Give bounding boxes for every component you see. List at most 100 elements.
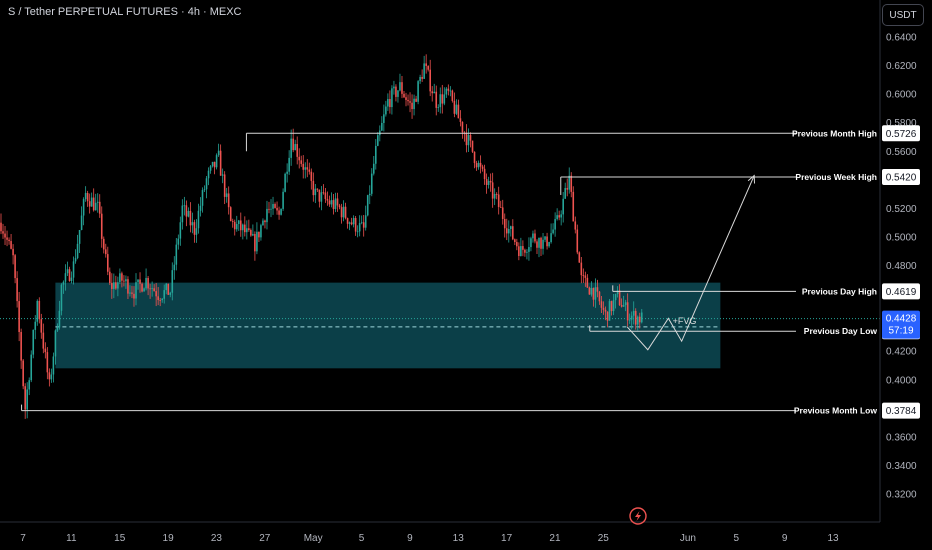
- price-tick-label: 0.3600: [886, 432, 917, 443]
- candle-body: [183, 205, 186, 207]
- candle-body: [284, 173, 286, 192]
- candle-body: [157, 296, 159, 301]
- candle-body: [576, 229, 579, 253]
- candle-body: [320, 192, 323, 202]
- candle-body: [215, 155, 218, 168]
- time-tick-label: 13: [827, 533, 839, 544]
- candle-body: [72, 261, 75, 278]
- candle-body: [193, 222, 196, 235]
- candle-body: [574, 221, 577, 230]
- countdown-timer: 57:19: [888, 326, 913, 337]
- candle-body: [385, 106, 387, 115]
- candle-body: [227, 193, 230, 208]
- candle-body: [626, 302, 629, 321]
- candle-body: [431, 91, 434, 94]
- candle-body: [455, 104, 458, 114]
- candle-body: [280, 208, 282, 215]
- candle-body: [352, 218, 355, 225]
- candle-body: [48, 372, 51, 380]
- candle-body: [604, 309, 607, 312]
- time-axis[interactable]: 7 11 15 19 23 27 May 5 9 13 17 21 25 Jun 5 9 13: [20, 533, 839, 544]
- candle-body: [564, 188, 566, 199]
- candle-body: [298, 156, 301, 161]
- candle-body: [44, 348, 47, 353]
- price-tick-label: 0.6000: [886, 90, 917, 101]
- candle-body: [135, 282, 137, 299]
- candle-body: [530, 238, 532, 248]
- candle-body: [201, 190, 204, 206]
- candle-body: [612, 300, 615, 312]
- candle-body: [88, 201, 91, 207]
- candle-body: [512, 226, 514, 240]
- price-tick-label: 0.3200: [886, 490, 917, 501]
- candle-body: [528, 247, 530, 252]
- candle-body: [338, 205, 341, 208]
- level-badge-value: 0.4619: [886, 287, 917, 298]
- candle-body: [312, 180, 315, 196]
- currency-button[interactable]: USDT: [882, 4, 924, 26]
- candle-body: [638, 316, 641, 323]
- candle-body: [596, 287, 599, 292]
- candle-body: [425, 63, 427, 66]
- candle-body: [254, 234, 256, 252]
- current-price-badge: [882, 310, 920, 339]
- candle-body: [199, 205, 202, 211]
- candle-body: [246, 228, 248, 233]
- time-tick-label: 5: [359, 533, 365, 544]
- candle-body: [250, 229, 252, 236]
- candle-body: [540, 237, 542, 249]
- candle-body: [203, 189, 206, 191]
- candle-body: [143, 288, 145, 292]
- candle-body: [514, 239, 516, 243]
- candle-body: [12, 248, 14, 256]
- candle-body: [92, 197, 95, 211]
- candle-body: [348, 222, 351, 224]
- candle-body: [179, 222, 182, 239]
- lightning-icon[interactable]: [629, 507, 647, 525]
- candle-body: [417, 81, 419, 102]
- candle-body: [449, 90, 452, 92]
- fvg-label: +FVG: [673, 316, 697, 326]
- candle-body: [258, 231, 260, 238]
- candle-body: [419, 76, 421, 82]
- time-tick-label: 9: [782, 533, 788, 544]
- candle-body: [554, 219, 556, 230]
- candle-body: [282, 191, 284, 209]
- candle-body: [413, 98, 415, 110]
- candle-body: [18, 301, 20, 333]
- candle-body: [453, 100, 456, 114]
- candle-body: [469, 135, 472, 141]
- candle-body: [115, 282, 117, 289]
- level-badge-value: 0.3784: [886, 406, 917, 417]
- candle-body: [119, 273, 121, 283]
- candle-body: [548, 242, 550, 247]
- candle-body: [185, 205, 188, 217]
- time-tick-label: 11: [66, 533, 77, 544]
- price-badges: 0.57260.54200.46190.43400.37840.442857:1…: [882, 125, 920, 419]
- price-tick-label: 0.5800: [886, 118, 917, 129]
- candle-body: [602, 307, 605, 310]
- candle-body: [248, 228, 250, 230]
- candle-body: [634, 310, 637, 325]
- candle-body: [225, 193, 228, 197]
- candle-body: [244, 224, 246, 233]
- candle-body: [264, 220, 266, 223]
- candle-body: [324, 192, 327, 199]
- projection-path: [626, 175, 755, 351]
- candle-body: [106, 254, 109, 272]
- candle-body: [266, 208, 268, 223]
- candle-body: [260, 225, 262, 238]
- candle-body: [127, 279, 129, 294]
- candle-body: [594, 287, 597, 300]
- candle-body: [10, 241, 12, 249]
- candle-body: [181, 205, 184, 223]
- candle-body: [0, 222, 2, 232]
- candle-body: [82, 199, 85, 216]
- candle-body: [340, 207, 343, 218]
- candle-body: [256, 231, 258, 252]
- candle-body: [175, 244, 178, 265]
- candle-body: [159, 300, 161, 301]
- candle-body: [223, 174, 226, 197]
- candle-body: [2, 231, 4, 234]
